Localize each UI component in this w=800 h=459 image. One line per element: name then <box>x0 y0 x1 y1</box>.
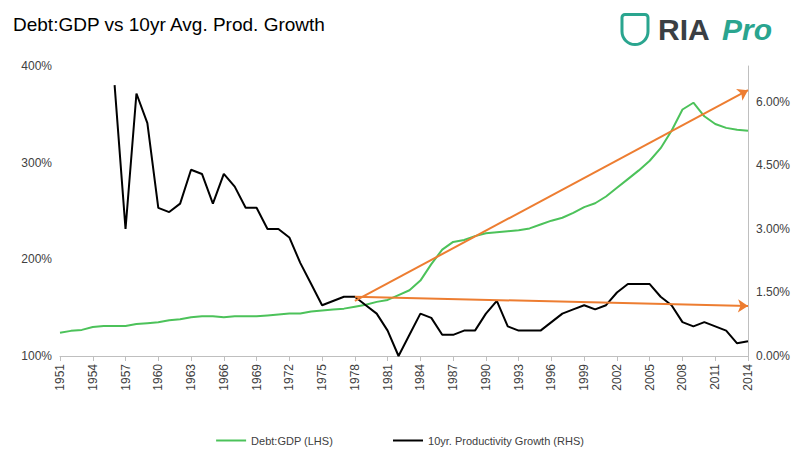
svg-text:6.00%: 6.00% <box>756 95 790 109</box>
svg-text:1969: 1969 <box>250 364 264 391</box>
svg-text:2011: 2011 <box>708 364 722 390</box>
svg-text:2005: 2005 <box>643 364 657 391</box>
svg-text:1978: 1978 <box>348 364 362 391</box>
svg-text:RIA: RIA <box>658 13 710 46</box>
svg-text:1993: 1993 <box>512 364 526 391</box>
svg-text:1984: 1984 <box>413 364 427 391</box>
svg-text:4.50%: 4.50% <box>756 158 790 172</box>
svg-text:1996: 1996 <box>544 364 558 391</box>
svg-text:Debt:GDP vs 10yr Avg. Prod. Gr: Debt:GDP vs 10yr Avg. Prod. Growth <box>13 14 325 35</box>
svg-text:1987: 1987 <box>446 364 460 391</box>
svg-text:1966: 1966 <box>217 364 231 391</box>
svg-text:2014: 2014 <box>741 364 755 391</box>
svg-text:2002: 2002 <box>610 364 624 391</box>
svg-text:300%: 300% <box>21 156 52 170</box>
svg-text:1963: 1963 <box>184 364 198 391</box>
svg-text:Debt:GDP (LHS): Debt:GDP (LHS) <box>251 435 333 447</box>
svg-text:10yr. Productivity Growth (RHS: 10yr. Productivity Growth (RHS) <box>428 435 584 447</box>
svg-text:1951: 1951 <box>53 364 67 391</box>
svg-text:2008: 2008 <box>675 364 689 391</box>
svg-text:1957: 1957 <box>119 364 133 391</box>
svg-text:100%: 100% <box>21 349 52 363</box>
svg-text:1972: 1972 <box>282 364 296 391</box>
svg-text:400%: 400% <box>21 59 52 73</box>
svg-text:1990: 1990 <box>479 364 493 391</box>
svg-text:0.00%: 0.00% <box>756 349 790 363</box>
svg-text:1960: 1960 <box>151 364 165 391</box>
svg-text:1.50%: 1.50% <box>756 285 790 299</box>
svg-text:1999: 1999 <box>577 364 591 391</box>
svg-text:Pro: Pro <box>722 13 772 46</box>
svg-text:1975: 1975 <box>315 364 329 391</box>
svg-text:1954: 1954 <box>86 364 100 391</box>
svg-text:200%: 200% <box>21 252 52 266</box>
svg-text:3.00%: 3.00% <box>756 222 790 236</box>
svg-text:1981: 1981 <box>381 364 395 391</box>
